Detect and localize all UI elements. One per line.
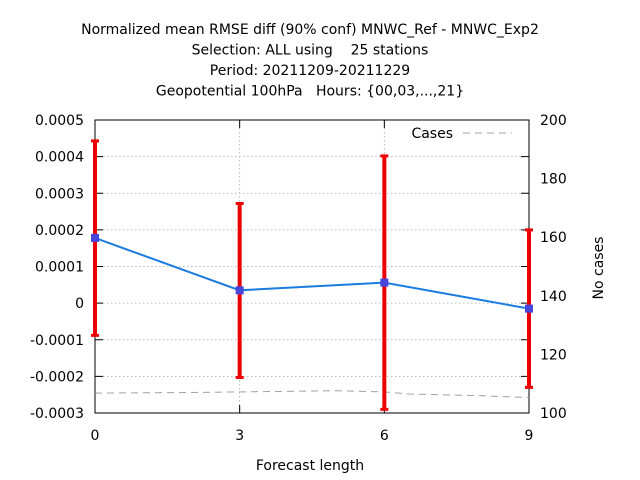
y2-axis: 200 180 160 140 120 100 <box>540 113 567 422</box>
title-line: Period: 20211209-20211229 <box>210 63 410 79</box>
y2-tick-label: 120 <box>540 347 567 363</box>
legend-label: Cases <box>411 126 453 142</box>
y-tick-label: -0.0001 <box>30 333 84 349</box>
y2-tick-label: 180 <box>540 172 567 188</box>
y2-tick-label: 200 <box>540 113 567 129</box>
y-tick-label: 0 <box>75 296 84 312</box>
cases-line <box>94 390 530 398</box>
x-tick-label: 9 <box>525 428 534 444</box>
y-tick-label: 0.0003 <box>35 186 84 202</box>
x-axis-label: Forecast length <box>256 458 364 474</box>
title-line: Normalized mean RMSE diff (90% conf) MNW… <box>81 22 539 38</box>
x-tick-label: 0 <box>91 428 100 444</box>
legend: Cases <box>411 126 512 142</box>
title-line: Geopotential 100hPa Hours: {00,03,...,21… <box>156 84 464 100</box>
y-tick-label: 0.0002 <box>35 223 84 239</box>
data-point <box>380 278 389 287</box>
y-tick-label: 0.0004 <box>35 150 84 166</box>
y-tick-label: -0.0002 <box>30 369 84 385</box>
x-tick-label: 6 <box>380 428 389 444</box>
y2-axis-label: No cases <box>591 237 607 300</box>
y-tick-label: 0.0001 <box>35 260 84 276</box>
data-point <box>525 304 533 313</box>
title-line: Selection: ALL using 25 stations <box>192 43 429 59</box>
x-tick-label: 3 <box>235 428 244 444</box>
y-axis: 0.0005 0.0004 0.0003 0.0002 0.0001 0 -0.0001 -0… <box>30 113 529 422</box>
series-line <box>94 236 530 310</box>
data-point <box>235 286 244 295</box>
data-point <box>91 233 99 242</box>
grid <box>95 120 529 413</box>
y2-tick-label: 140 <box>540 289 567 305</box>
y-tick-label: -0.0003 <box>30 406 84 422</box>
series <box>91 139 533 411</box>
chart-title: Normalized mean RMSE diff (90% conf) MNW… <box>81 22 539 100</box>
y2-tick-label: 160 <box>540 230 567 246</box>
y2-tick-label: 100 <box>540 406 567 422</box>
y-tick-label: 0.0005 <box>35 113 84 129</box>
